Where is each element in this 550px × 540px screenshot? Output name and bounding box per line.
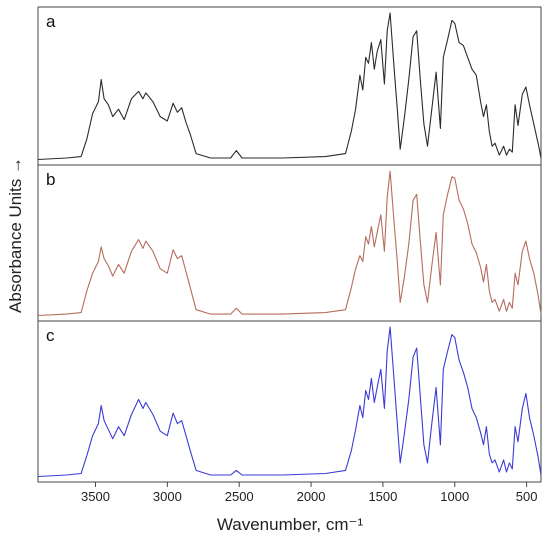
panel-label-a: a bbox=[46, 12, 56, 31]
x-axis-label: Wavenumber, cm⁻¹ bbox=[217, 515, 364, 534]
panel-c: c bbox=[37, 320, 542, 483]
x-tick-label: 3500 bbox=[81, 489, 110, 504]
x-tick-label: 1500 bbox=[368, 489, 397, 504]
x-tick-label: 1000 bbox=[440, 489, 469, 504]
panel-frame bbox=[37, 320, 542, 483]
spectrum-trace-c bbox=[37, 326, 542, 478]
x-tick-label: 2000 bbox=[297, 489, 326, 504]
panels-layer: a b c bbox=[37, 6, 542, 483]
panel-label-c: c bbox=[46, 326, 55, 345]
x-tick-label: 3000 bbox=[153, 489, 182, 504]
x-tick-label: 2500 bbox=[225, 489, 254, 504]
spectrum-trace-a bbox=[37, 12, 542, 161]
x-axis: 3500 3000 2500 2000 1500 1000 500 bbox=[81, 482, 537, 504]
x-tick-label: 500 bbox=[516, 489, 538, 504]
panel-label-b: b bbox=[46, 170, 55, 189]
panel-a: a bbox=[37, 6, 542, 166]
panel-b: b bbox=[37, 164, 542, 322]
spectrum-trace-b bbox=[37, 170, 542, 317]
y-axis-label: Absorbance Units → bbox=[6, 157, 25, 313]
panel-frame bbox=[37, 164, 542, 322]
panel-frame bbox=[37, 6, 542, 166]
